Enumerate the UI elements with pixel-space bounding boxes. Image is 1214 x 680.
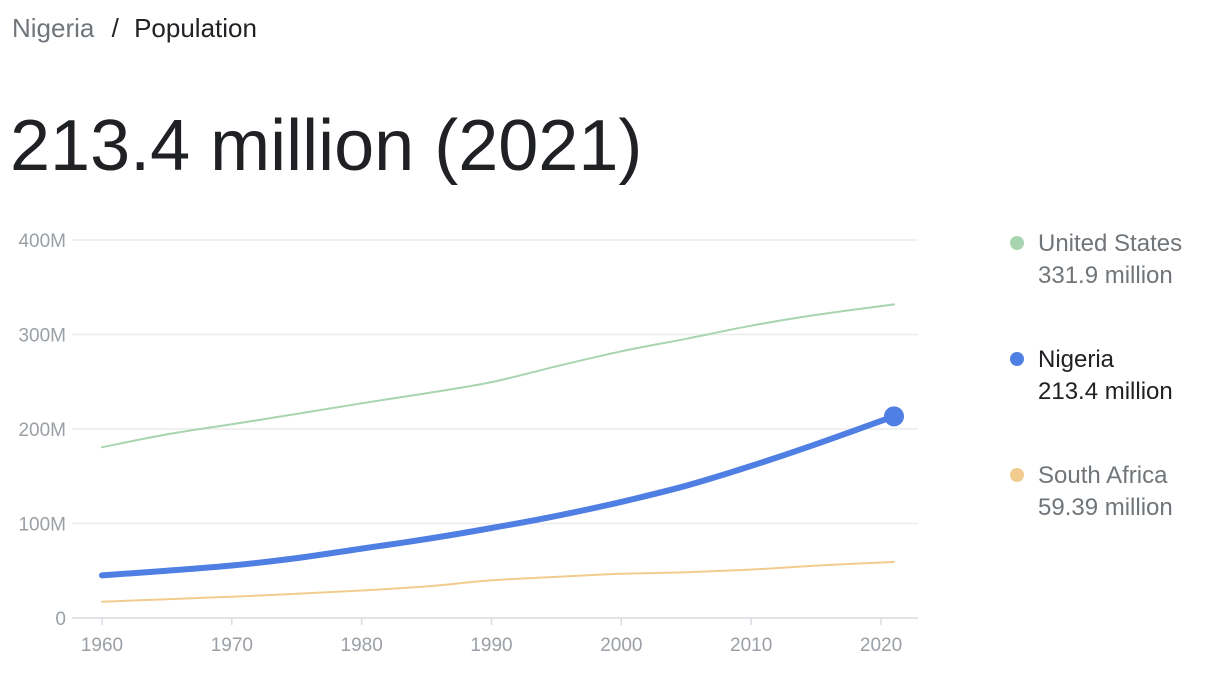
legend-dot-icon bbox=[1010, 236, 1024, 250]
x-tick-label: 1990 bbox=[470, 635, 512, 656]
legend-dot-icon bbox=[1010, 468, 1024, 482]
breadcrumb: Nigeria / Population bbox=[12, 12, 257, 44]
x-tick-label: 1960 bbox=[81, 635, 123, 656]
y-tick-label: 200M bbox=[18, 420, 66, 441]
x-tick-label: 2020 bbox=[860, 635, 902, 656]
legend-item-nigeria[interactable]: Nigeria 213.4 million bbox=[1008, 344, 1208, 460]
series-endpoint-nigeria bbox=[884, 406, 904, 427]
legend-dot-icon bbox=[1010, 352, 1024, 366]
y-tick-label: 100M bbox=[18, 515, 66, 536]
x-tick-label: 2000 bbox=[600, 635, 642, 656]
headline-value: 213.4 million (2021) bbox=[10, 106, 643, 186]
series-line-united-states bbox=[101, 303, 895, 449]
y-tick-label: 0 bbox=[55, 609, 66, 630]
legend-item-south-africa[interactable]: South Africa 59.39 million bbox=[1008, 460, 1208, 576]
breadcrumb-parent-link[interactable]: Nigeria bbox=[12, 13, 95, 43]
y-tick-label: 300M bbox=[18, 326, 66, 347]
legend-series-name: Nigeria bbox=[1038, 346, 1115, 373]
population-line-chart[interactable]: 0 100M 200M 300M 400M 1960 1970 1980 1990 2000 201… bbox=[0, 220, 1000, 680]
legend-series-name: South Africa bbox=[1038, 462, 1168, 489]
legend-series-value: 213.4 million bbox=[1038, 378, 1173, 405]
y-tick-label: 400M bbox=[18, 231, 66, 252]
series-line-south-africa bbox=[101, 560, 895, 603]
breadcrumb-current: Population bbox=[134, 13, 257, 43]
x-tick-label: 1980 bbox=[341, 635, 383, 656]
x-tick-label: 1970 bbox=[211, 635, 253, 656]
legend-item-united-states[interactable]: United States 331.9 million bbox=[1008, 228, 1208, 344]
breadcrumb-separator: / bbox=[111, 13, 119, 43]
legend-series-value: 59.39 million bbox=[1038, 494, 1173, 521]
series-line-nigeria bbox=[99, 413, 897, 579]
chart-legend: United States 331.9 million Nigeria 213.… bbox=[1008, 228, 1208, 576]
legend-series-name: United States bbox=[1038, 230, 1183, 257]
x-tick-label: 2010 bbox=[730, 635, 772, 656]
legend-series-value: 331.9 million bbox=[1038, 262, 1173, 289]
